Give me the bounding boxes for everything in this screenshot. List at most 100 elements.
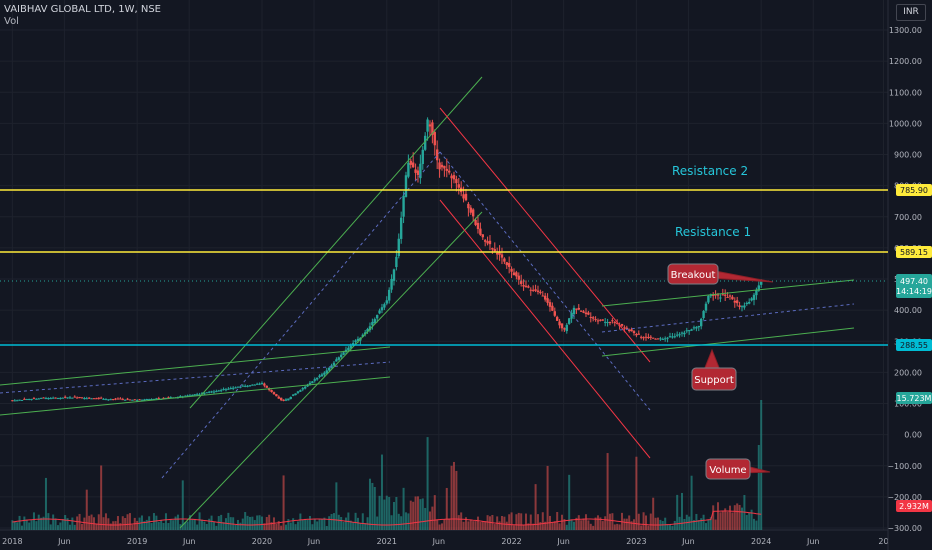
volume-bar [337,514,340,530]
volume-bar [112,521,115,530]
resistance-2-label: Resistance 2 [672,164,748,178]
candle-body [572,307,576,315]
candle-body [23,398,26,400]
candle-body [308,382,312,385]
volume-bar [100,465,103,530]
candle-body [601,319,604,321]
candle-body [231,387,235,389]
volume-bar [421,498,424,530]
candle-body [371,321,374,326]
x-tick-label: Jun [806,537,820,546]
candle-body [229,388,232,390]
candle-body [301,388,304,390]
volume-bar [637,513,640,530]
candle-body [666,337,669,339]
candle-body [383,304,386,308]
last-price-tag [896,274,932,298]
volume-bar [642,512,645,530]
volume-bar [510,512,513,530]
volume-bar [568,474,571,530]
candle-body [548,302,552,307]
volume-bar [680,492,683,530]
candle-body [620,323,624,326]
volume-bar [589,523,592,530]
candle-body [488,240,492,245]
volume-bar [217,516,220,530]
candle-body [25,399,28,401]
candle-body [380,307,384,311]
candle-body [392,269,396,281]
volume-bar [373,486,376,530]
volume-bar [25,519,28,530]
volume-bar [695,513,698,530]
candle-body [32,398,36,400]
candle-body [368,326,372,331]
candle-body [457,184,460,188]
volume-bar [30,520,33,530]
candle-body [327,367,331,371]
volume-bar [164,513,167,530]
volume-bar [364,523,367,530]
volume-bar [508,514,511,530]
volume-bar [181,480,184,530]
candle-body [615,322,619,324]
candle-body [248,385,252,387]
x-tick-label: 2020 [252,537,272,546]
candle-body [121,399,124,401]
candle-body [116,398,120,400]
volume-bar [20,525,23,530]
symbol-title[interactable]: VAIBHAV GLOBAL LTD, 1W, NSE [4,4,161,15]
volume-bar [68,524,71,530]
candle-body [11,400,14,402]
candle-body [87,397,91,399]
candle-body [479,228,482,235]
volume-indicator-label[interactable]: Vol [4,16,19,27]
volume-bar [318,518,321,530]
candle-body [743,305,746,308]
candle-body [30,399,33,401]
volume-bar [582,518,585,530]
candle-body [47,398,50,400]
volume-bar [596,515,599,530]
candle-body [99,397,103,399]
candle-body [354,340,357,343]
volume-bar [671,525,674,530]
volume-bar [277,521,280,530]
volume-bar [304,518,307,530]
volume-bar [244,512,247,530]
volume-bar [714,519,717,530]
volume-bar [349,520,352,530]
candle-body [673,336,676,338]
volume-bar [313,518,316,530]
volume-bar [436,519,439,530]
candle-body [71,397,74,399]
candle-body [27,398,31,400]
candle-body [227,388,230,390]
candle-body [311,381,314,384]
candle-body [75,397,79,399]
volume-bar [359,523,362,530]
volume-bar [356,517,359,530]
currency-button[interactable]: INR [896,4,926,21]
candle-body [695,327,698,329]
volume-bar [443,519,446,530]
volume-bar [580,520,583,530]
candle-body [584,312,588,315]
candle-body [409,160,412,165]
candle-body [133,399,136,401]
candle-body [289,397,292,399]
candle-body [443,165,446,169]
candle-body [735,300,739,304]
volume-bar [311,524,314,530]
candle-body [263,383,266,386]
volume-box [705,458,751,480]
volume-bar [474,521,477,530]
candle-body [524,285,528,287]
candle-body [63,396,67,398]
volume-bar [556,512,559,530]
candle-body [635,333,638,336]
x-tick-label: 2022 [501,537,521,546]
volume-bar [664,517,667,530]
volume-bar [702,514,705,530]
